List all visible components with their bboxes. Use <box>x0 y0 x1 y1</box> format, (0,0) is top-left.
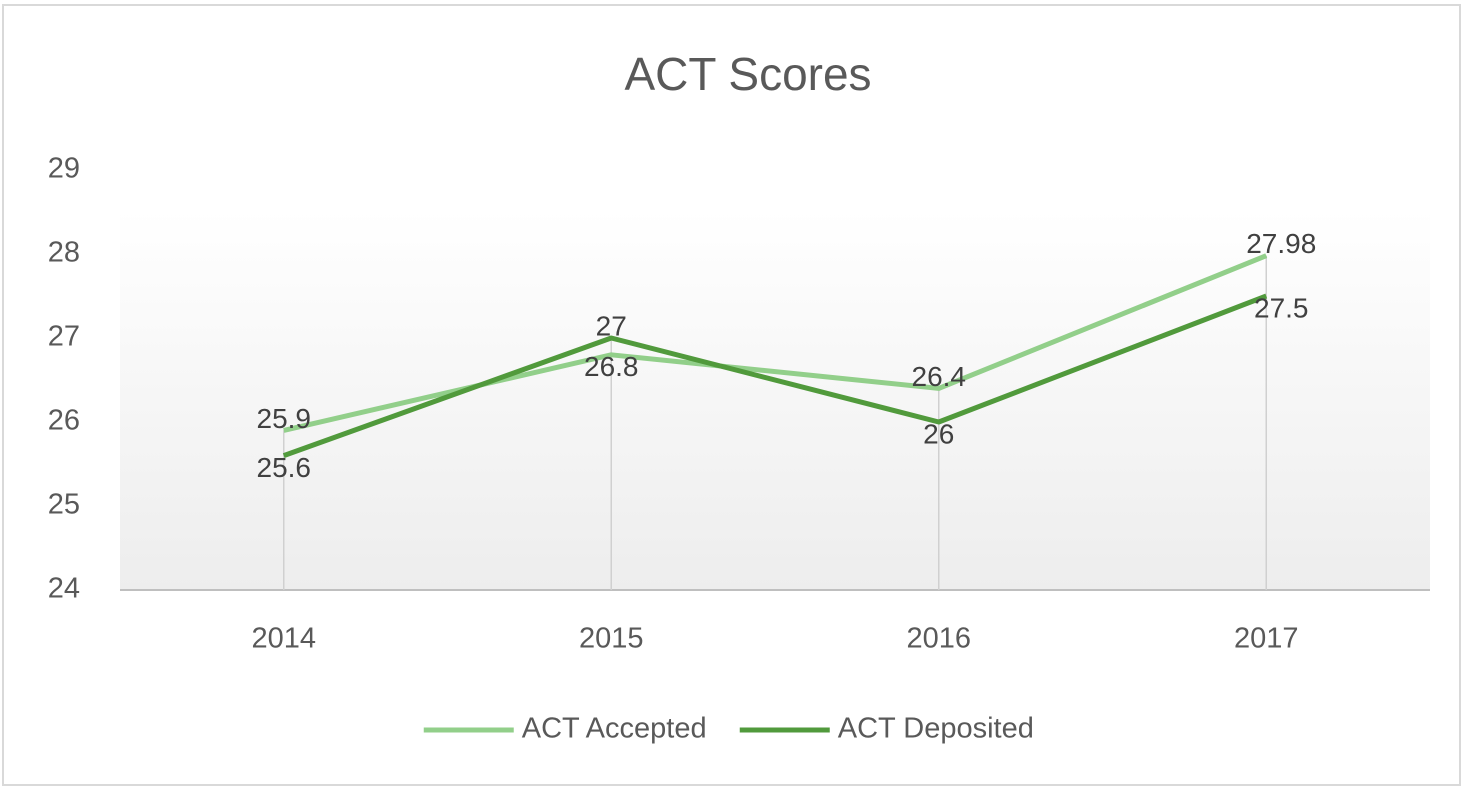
series-line <box>283 253 1268 433</box>
data-label: 27.98 <box>1246 228 1316 259</box>
y-tick-label: 26 <box>48 405 80 437</box>
x-tick-label: 2014 <box>251 623 316 655</box>
y-tick-label: 25 <box>48 489 80 521</box>
legend-label: ACT Deposited <box>838 713 1034 745</box>
x-tick-label: 2017 <box>1234 623 1299 655</box>
y-tick-label: 28 <box>48 237 80 269</box>
x-tick-label: 2015 <box>579 623 644 655</box>
data-label: 26 <box>923 418 954 449</box>
series-line <box>282 293 1268 458</box>
plot-background <box>120 210 1430 590</box>
data-label: 27.5 <box>1254 292 1309 323</box>
y-tick-label: 27 <box>48 321 80 353</box>
x-tick-label: 2016 <box>906 623 971 655</box>
legend-label: ACT Accepted <box>522 713 707 745</box>
data-label: 25.9 <box>257 403 312 434</box>
chart-title: ACT Scores <box>624 48 871 100</box>
y-tick-label: 24 <box>48 573 80 605</box>
data-label: 26.8 <box>584 351 639 382</box>
y-tick-label: 29 <box>48 153 80 185</box>
data-label: 27 <box>596 310 627 341</box>
data-label: 25.6 <box>257 452 312 483</box>
data-label: 26.4 <box>912 361 967 392</box>
